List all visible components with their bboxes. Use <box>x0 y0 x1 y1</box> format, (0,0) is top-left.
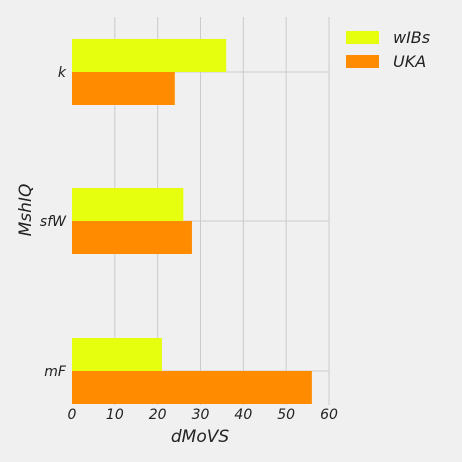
x-tick-label-50: 50 <box>277 407 295 423</box>
legend-label-wibs: wIBs <box>393 28 430 47</box>
bar-wibs-sfw <box>72 188 184 221</box>
y-tick-label-k: k <box>58 65 67 81</box>
y-tick-label-sfw: sfW <box>40 214 67 230</box>
legend-label-uka: UKA <box>393 52 426 71</box>
y-axis-label: MshIQ <box>16 184 36 237</box>
x-axis-label: dMoVS <box>171 427 229 447</box>
legend-swatch-uka <box>346 55 379 68</box>
x-tick-label-30: 30 <box>192 407 210 423</box>
bar-uka-mf <box>72 371 312 404</box>
legend: wIBs UKA <box>346 28 430 71</box>
bar-uka-sfw <box>72 221 192 254</box>
y-tick-label-mf: mF <box>44 364 67 380</box>
bars <box>72 39 312 404</box>
bar-uka-k <box>72 72 175 105</box>
bar-wibs-k <box>72 39 227 72</box>
x-tick-label-20: 20 <box>149 407 167 423</box>
x-tick-label-60: 60 <box>320 407 338 423</box>
bar-wibs-mf <box>72 338 162 371</box>
x-tick-label-0: 0 <box>68 407 77 423</box>
legend-swatch-wibs <box>346 31 379 44</box>
x-tick-label-40: 40 <box>234 407 252 423</box>
x-axis-ticks: 0 10 20 30 40 50 60 <box>68 407 338 423</box>
y-axis-ticks: k sfW mF <box>40 65 67 380</box>
x-tick-label-10: 10 <box>106 407 124 423</box>
